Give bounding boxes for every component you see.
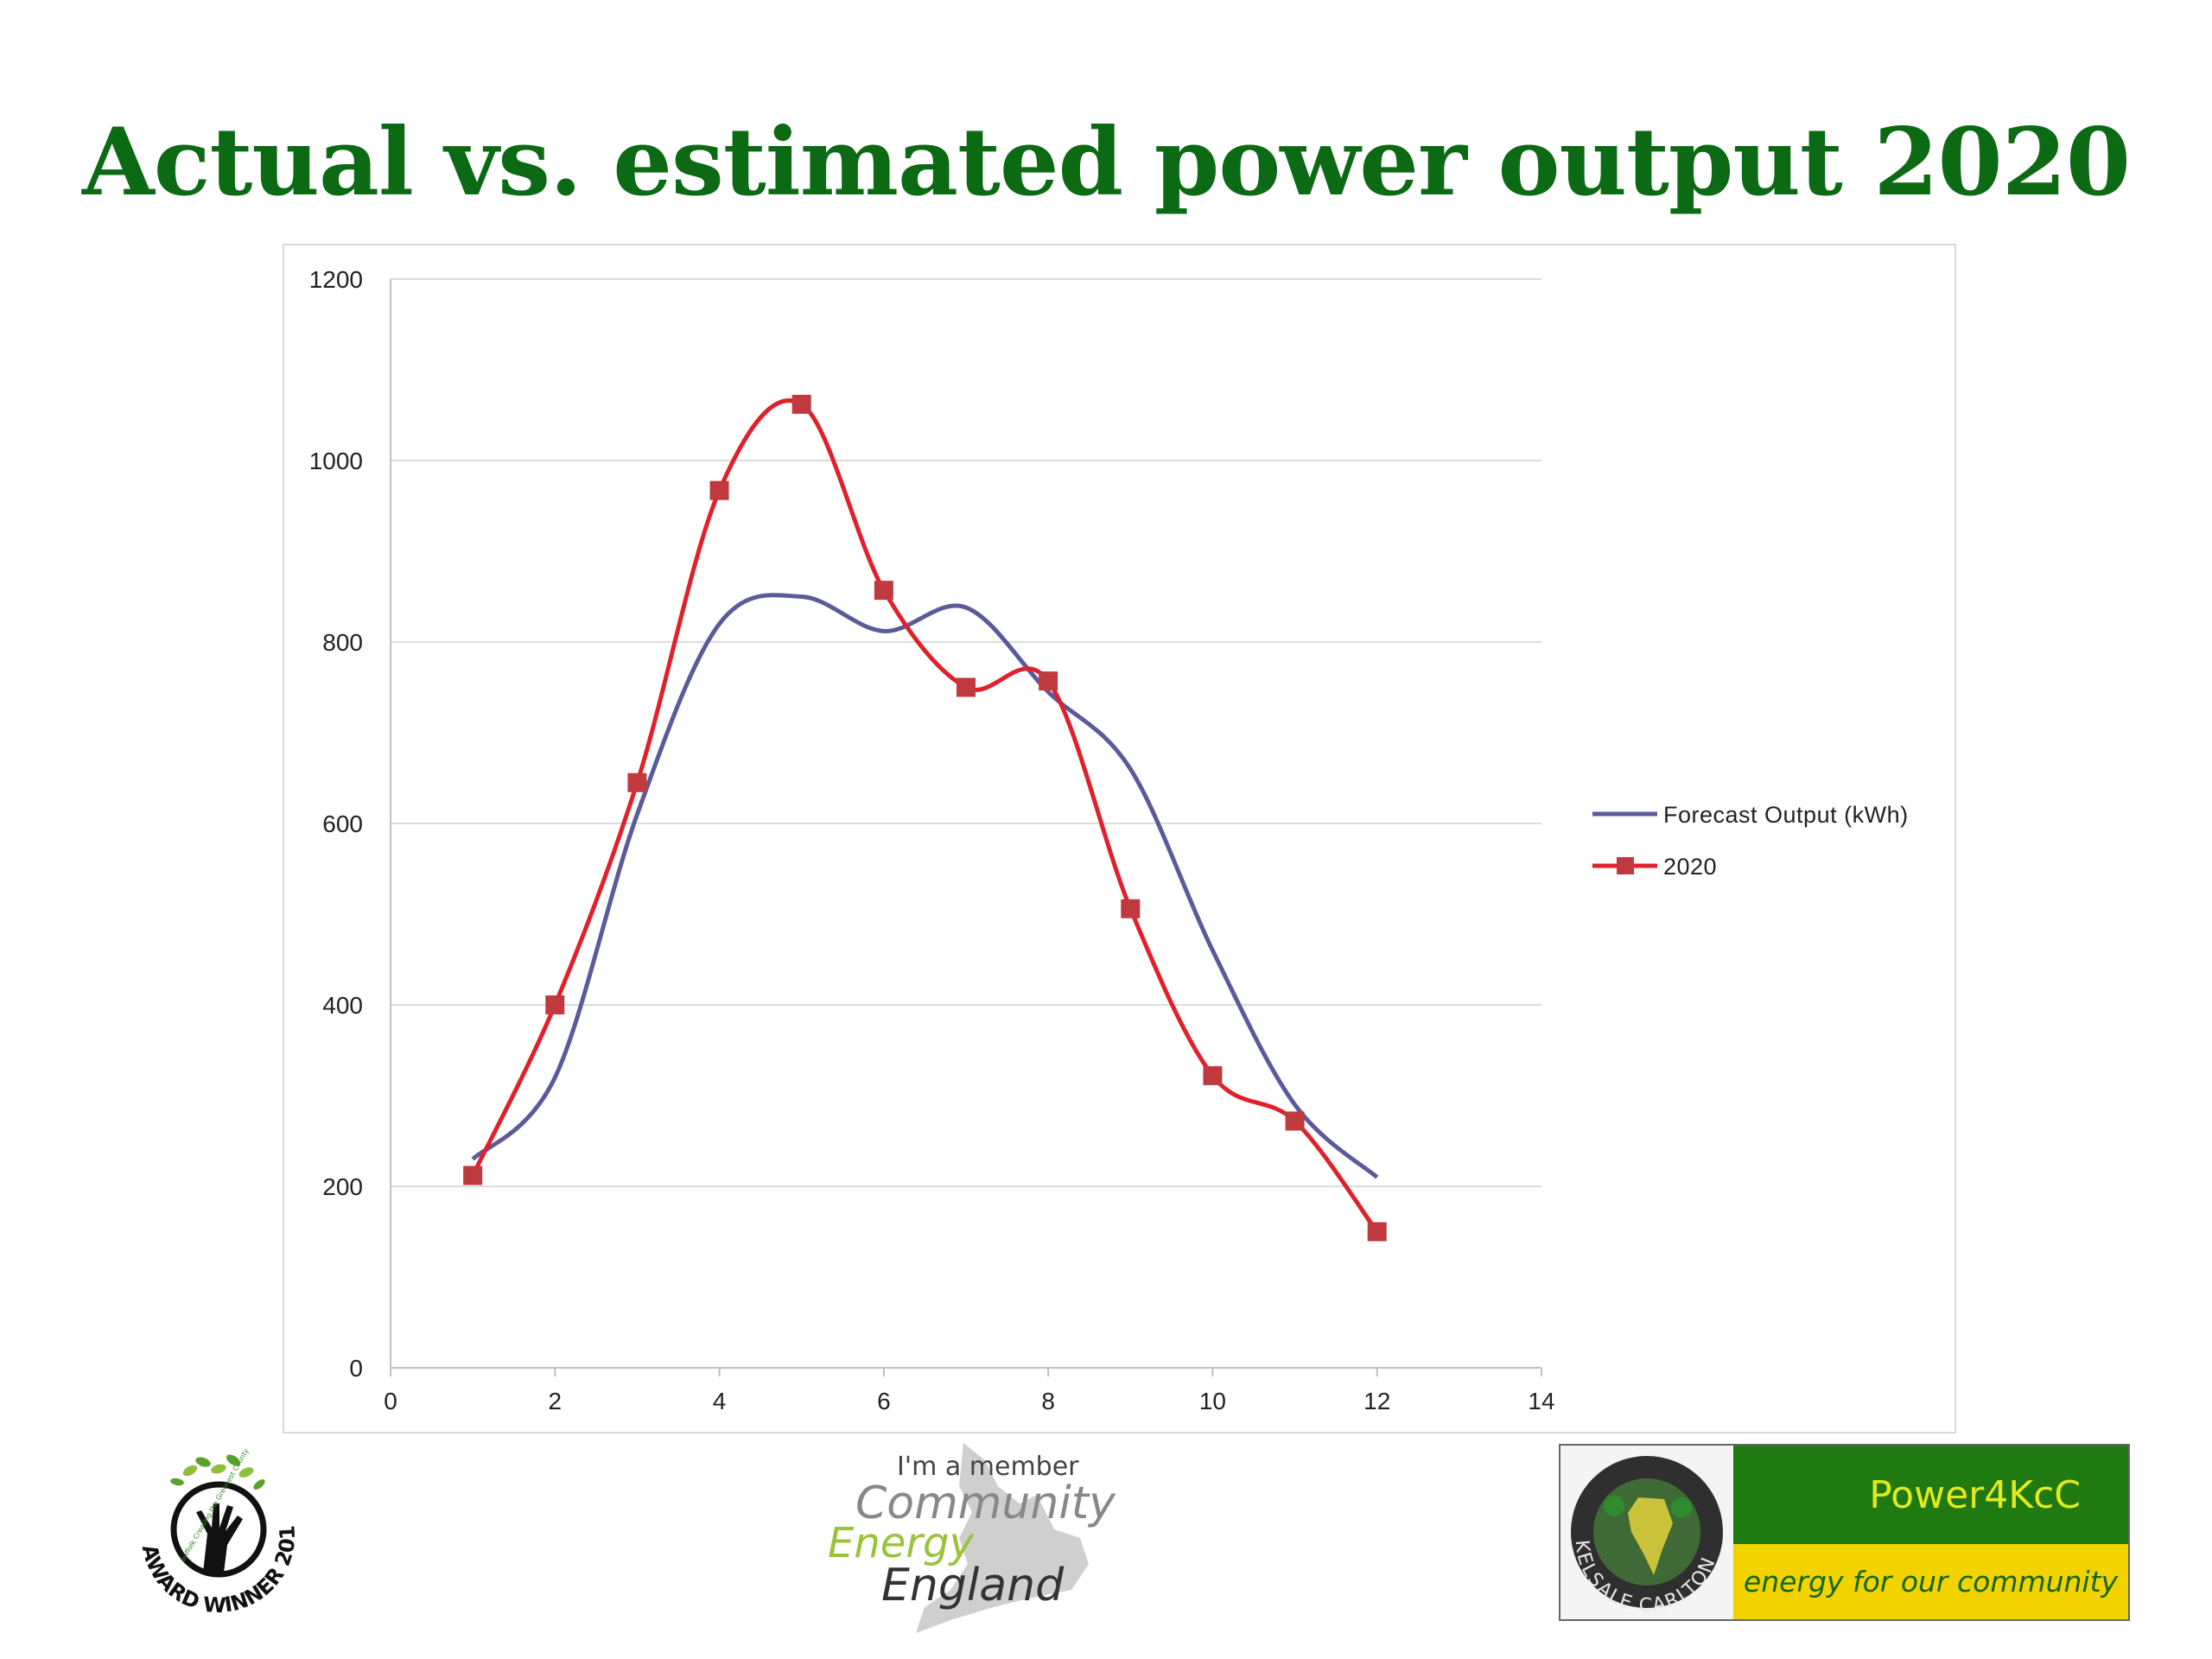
data-point-2 <box>1203 1065 1223 1085</box>
data-point-2 <box>957 677 976 697</box>
data-point-2 <box>1367 1222 1387 1242</box>
x-tick-label: 2 <box>548 1388 562 1414</box>
cee-line3: Energy <box>828 1519 974 1567</box>
data-point-2 <box>1039 671 1058 691</box>
legend-label-1: Forecast Output (kWh) <box>1663 802 1909 828</box>
y-tick-label: 400 <box>322 992 363 1019</box>
legend-label-2: 2020 <box>1663 854 1717 880</box>
cee-line2: Community <box>855 1478 1116 1529</box>
x-tick-label: 0 <box>384 1388 397 1414</box>
x-tick-label: 12 <box>1363 1388 1390 1414</box>
data-point-2 <box>791 394 811 414</box>
legend-marker-2 <box>1617 857 1634 874</box>
award-winner-logo: AWARD WINNER 2015 Suffolk Creating the G… <box>117 1443 300 1616</box>
x-tick-label: 4 <box>713 1388 727 1414</box>
data-point-2 <box>545 995 565 1014</box>
y-tick-label: 1000 <box>309 448 363 474</box>
chart-frame <box>283 244 1956 1433</box>
data-point-2 <box>1121 899 1141 918</box>
cee-line1: I'm a member <box>897 1452 1079 1482</box>
kelsale-carlton-badge: KELSALE CARLTON <box>1560 1446 1733 1619</box>
england-map-icon <box>916 1443 1089 1633</box>
leaves-icon <box>170 1454 265 1490</box>
x-tick-label: 14 <box>1528 1388 1554 1414</box>
y-tick-label: 800 <box>322 629 363 656</box>
x-tick-label: 10 <box>1199 1388 1226 1414</box>
africa-icon <box>1628 1497 1673 1575</box>
data-point-2 <box>874 581 893 601</box>
x-tick-label: 6 <box>877 1388 891 1414</box>
x-tick-label: 8 <box>1041 1388 1055 1414</box>
y-tick-label: 0 <box>349 1355 363 1382</box>
data-point-2 <box>709 480 729 500</box>
cee-line4: England <box>881 1560 1065 1611</box>
data-point-2 <box>627 772 647 792</box>
slide-title: Actual vs. estimated power output 2020 <box>81 108 2131 217</box>
y-tick-label: 200 <box>322 1173 363 1200</box>
line-chart: 0 200 400 600 800 1000 1200 0 2 4 6 8 10 12 14 Forecast… <box>309 266 1909 1414</box>
community-energy-england-logo: I'm a member Community Energy England <box>821 1434 1132 1642</box>
y-tick-label: 1200 <box>309 266 363 293</box>
hand-icon <box>196 1503 243 1573</box>
power4kcc-logo: KELSALE CARLTON Power4KcC energy for our… <box>1559 1444 2130 1621</box>
power4kcc-name: Power4KcC <box>1733 1446 2128 1544</box>
data-point-2 <box>1285 1111 1305 1131</box>
y-tick-label: 600 <box>322 810 363 837</box>
power4kcc-tagline: energy for our community <box>1733 1544 2128 1619</box>
data-point-2 <box>463 1166 483 1185</box>
series-line-1 <box>471 593 1379 1179</box>
series-line-2 <box>470 398 1379 1233</box>
